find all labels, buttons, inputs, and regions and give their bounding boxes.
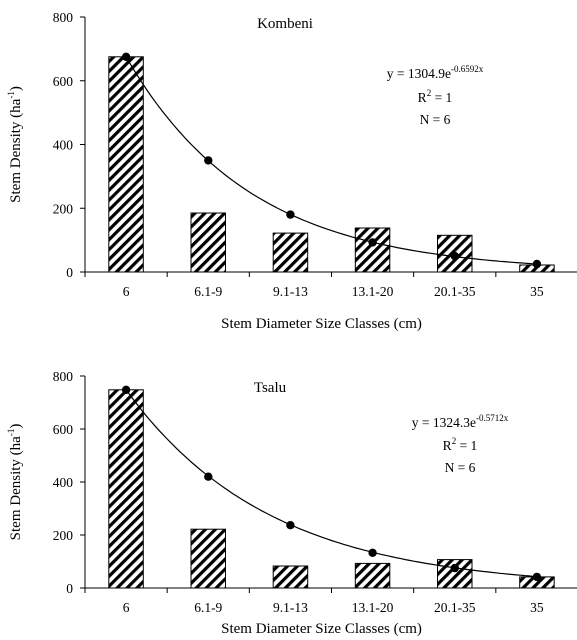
y-tick-label: 200 [53,201,74,216]
fit-point [121,385,131,394]
x-tick-label: 13.1-20 [352,284,394,299]
y-tick-label: 200 [53,528,74,543]
y-tick-label: 800 [53,10,74,25]
x-tick-label: 6.1-9 [194,284,222,299]
bar [354,562,391,589]
bars [108,56,555,273]
sample-size: N = 6 [445,460,476,475]
y-tick-label: 600 [53,74,74,89]
x-tick-label: 20.1-35 [434,600,476,615]
bar [108,56,144,273]
fit-point [368,548,377,557]
fit-curve [125,389,537,578]
fit-point [121,52,131,61]
axes: 0 200 400 600 800 6 6.1-9 9.1-13 13.1-20 20.1-35 3… [6,369,577,637]
bar [190,528,226,589]
y-tick-label: 0 [66,581,73,596]
fit-point [450,251,459,261]
bar [354,227,391,273]
y-tick-label: 0 [66,265,73,280]
x-tick-label: 35 [530,600,544,615]
fit-equation: y = 1304.9e-0.6592x [387,64,484,81]
kombeni-annotations: Kombeni y = 1304.9e-0.6592x R2 = 1 N = 6 [257,16,484,127]
fit-point [204,156,213,165]
fit-point [532,259,542,269]
y-axis-title: Stem Density (ha-1) [6,86,24,203]
fit [121,385,542,582]
bar [272,232,309,273]
x-tick-label: 9.1-13 [273,284,308,299]
axes: 0 200 400 600 800 6 6.1-9 9.1-13 13.1-20 20.1-35 3… [6,10,577,332]
bar [437,559,473,589]
bar [108,389,144,589]
fit-equation: y = 1324.3e-0.5712x [412,413,509,430]
fit-point [286,521,295,530]
bar [272,565,309,589]
x-tick-label: 9.1-13 [273,600,308,615]
r-squared: R2 = 1 [418,88,453,105]
x-tick-label: 6 [123,600,130,615]
x-tick-label: 13.1-20 [352,600,394,615]
fit-curve [125,56,537,265]
tsalu-chart: 0 200 400 600 800 6 6.1-9 9.1-13 13.1-20 20.1-35 3… [6,369,577,637]
y-tick-label: 400 [53,138,74,153]
y-tick-label: 800 [53,369,74,384]
r-squared: R2 = 1 [443,436,478,453]
chart-title: Kombeni [257,16,313,32]
x-axis-title: Stem Diameter Size Classes (cm) [221,316,422,332]
y-axis-title: Stem Density (ha-1) [6,424,24,541]
chart-title: Tsalu [254,380,287,396]
fit-point [368,238,377,247]
bar [190,212,226,273]
fit-point [286,210,295,219]
y-tick-label: 600 [53,422,74,437]
tsalu-annotations: Tsalu y = 1324.3e-0.5712x R2 = 1 N = 6 [254,380,509,475]
x-tick-label: 20.1-35 [434,284,476,299]
x-tick-label: 35 [530,284,544,299]
sample-size: N = 6 [420,112,451,127]
fit-point [204,472,213,481]
y-tick-label: 400 [53,475,74,490]
fit-point [532,572,542,582]
fit-point [450,563,459,573]
x-axis-title: Stem Diameter Size Classes (cm) [221,621,422,637]
x-tick-label: 6 [123,284,130,299]
fit [121,52,542,269]
kombeni-chart: 0 200 400 600 800 6 6.1-9 9.1-13 13.1-20 20.1-35 3… [6,10,577,332]
x-tick-label: 6.1-9 [194,600,222,615]
